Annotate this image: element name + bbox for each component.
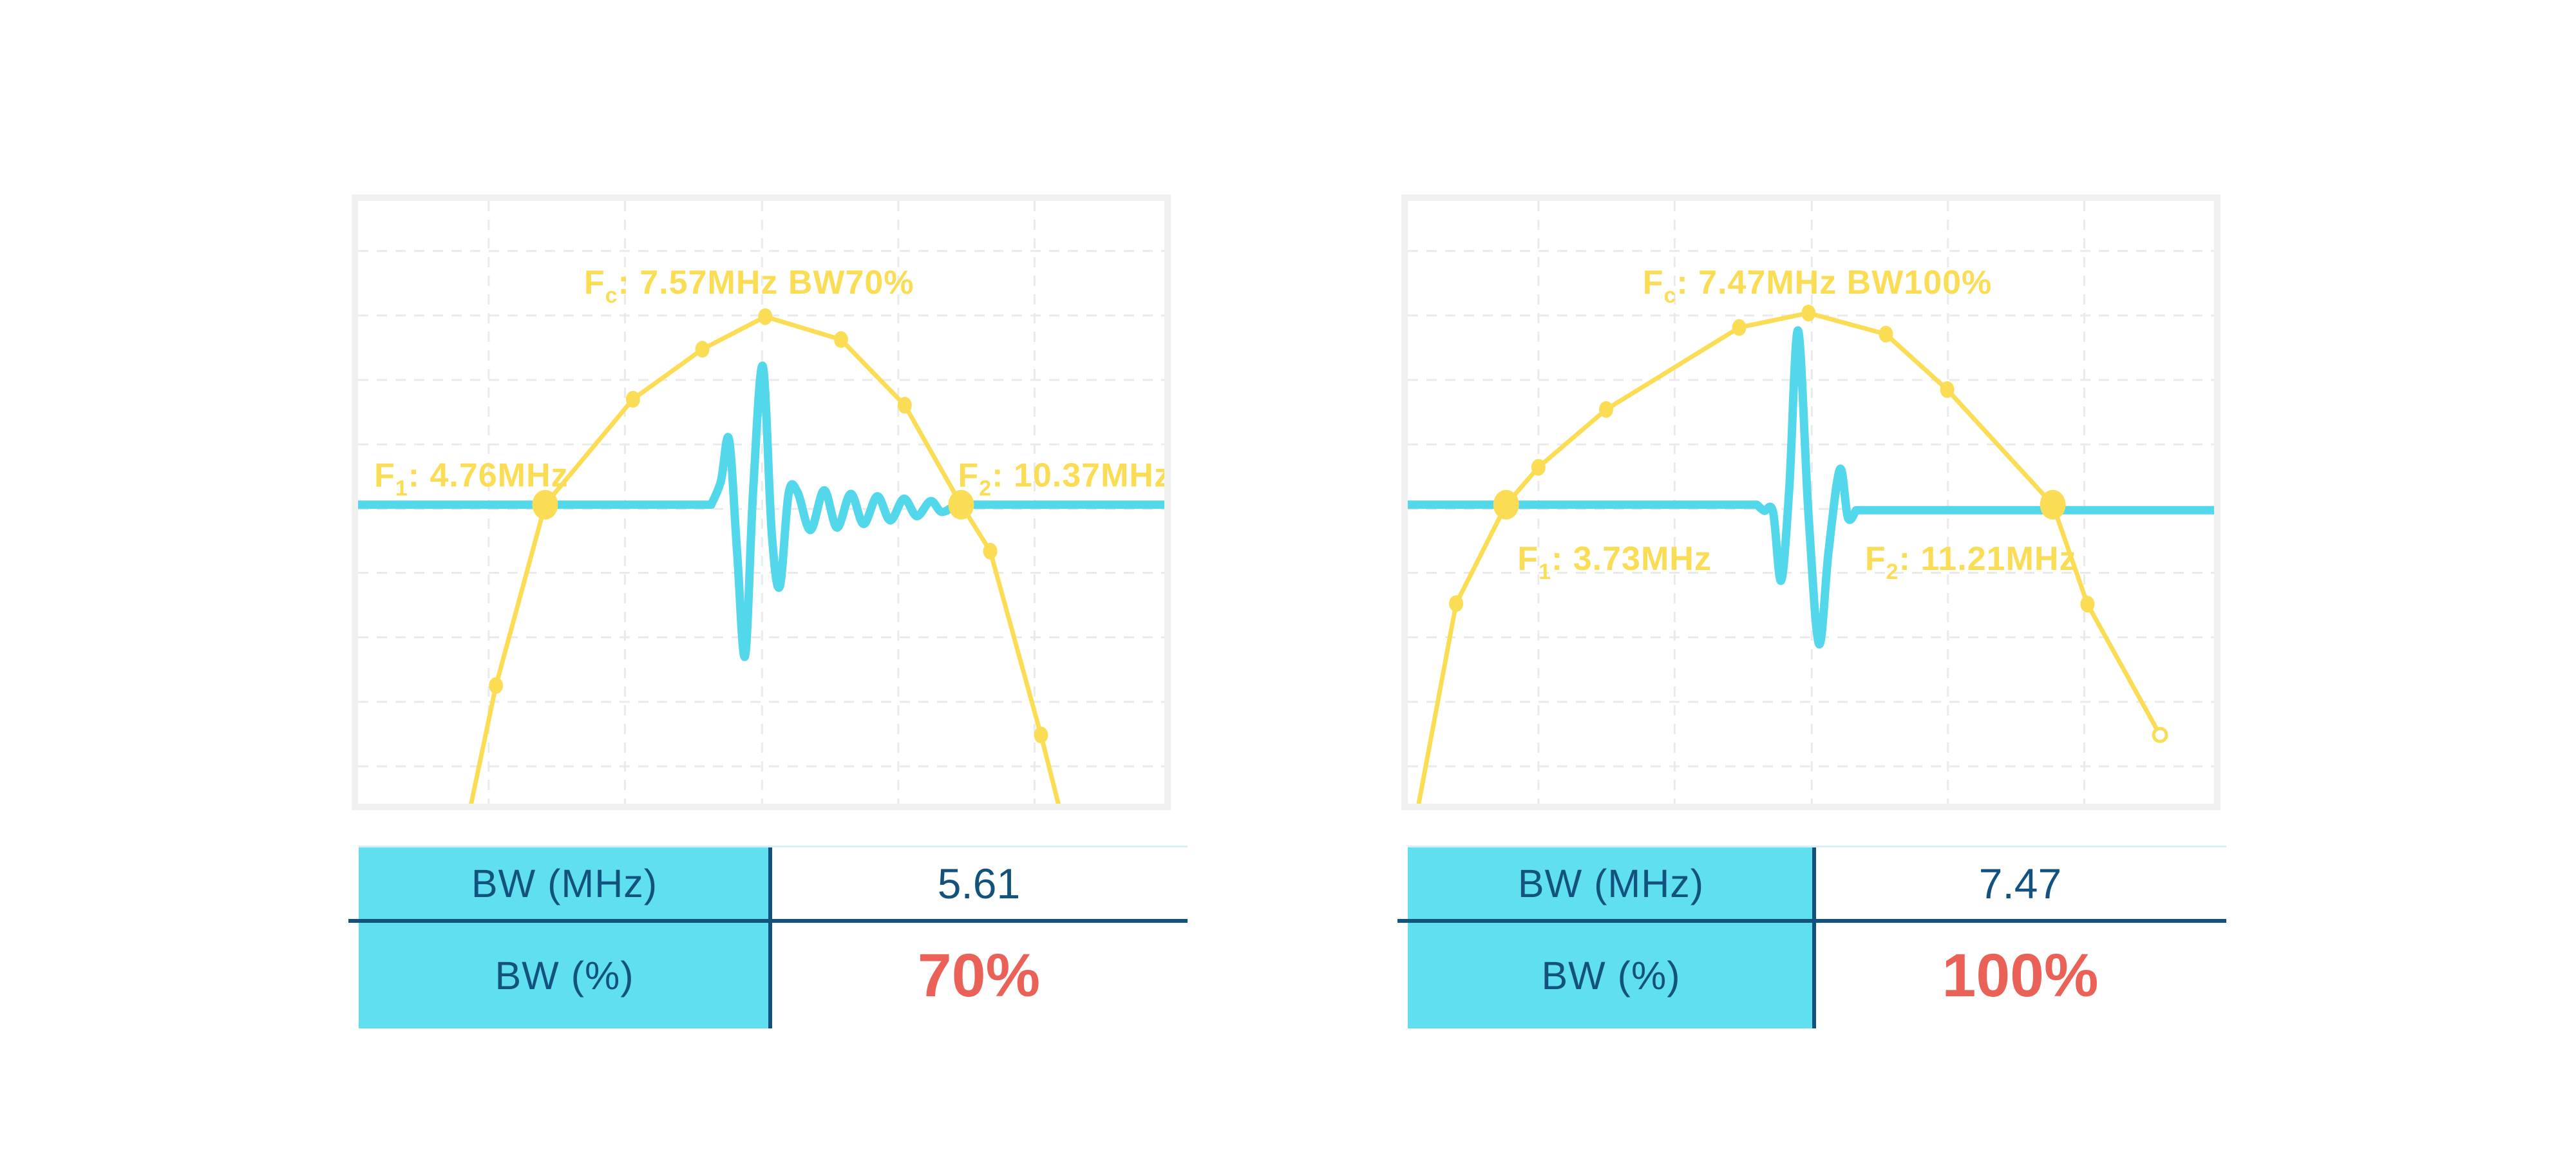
pulse-waveform (1408, 326, 2214, 648)
table-top-border (359, 846, 1188, 847)
bw-percent-label: BW (%) (495, 954, 634, 998)
table-divider-line (1397, 919, 2226, 923)
spectrum-point-marker (1531, 459, 1546, 476)
bw-mhz-label: BW (MHz) (1517, 861, 1705, 905)
right-chart-frame: Fc: 7.47MHz BW100% F1: 3.73MHz F2: 11.21MH… (1401, 194, 2221, 810)
spectrum-curve (1416, 310, 2163, 804)
bw-mhz-label-cell: BW (MHz) (1408, 847, 1814, 919)
table-row: BW (MHz) 7.47 (1408, 847, 2226, 919)
cutoff-frequency-marker (948, 489, 974, 520)
spectrum-point-marker (1449, 595, 1464, 612)
spectrum-point-marker (1732, 319, 1747, 336)
curve-end-ring-marker (2152, 726, 2168, 743)
bw-mhz-value-cell: 7.47 (1814, 847, 2226, 919)
bw-percent-label-cell: BW (%) (1408, 923, 1814, 1028)
bw-mhz-value: 7.47 (1978, 859, 2062, 907)
bw-percent-value-cell: 70% (770, 923, 1188, 1028)
bw-percent-label-cell: BW (%) (359, 923, 770, 1028)
table-column-divider (768, 847, 772, 1028)
spectrum-point-marker (897, 397, 912, 414)
f1-annotation: F1: 3.73MHz (1517, 540, 1712, 584)
spectrum-point-marker (1879, 325, 1893, 343)
left-bw-table: BW (MHz) 5.61 BW (%) 70% (348, 846, 1188, 1028)
table-row: BW (%) 70% (359, 923, 1188, 1028)
cutoff-frequency-marker (1493, 489, 1519, 520)
bw-mhz-label-cell: BW (MHz) (359, 847, 770, 919)
spectrum-point-marker (1034, 726, 1048, 744)
cutoff-frequency-marker (532, 489, 558, 520)
bw-mhz-value: 5.61 (937, 859, 1021, 907)
spectrum-point-marker (625, 390, 640, 408)
spectrum-point-marker (489, 677, 504, 694)
spectrum-point-marker (1940, 381, 1955, 398)
right-bw-table: BW (MHz) 7.47 BW (%) 100% (1397, 846, 2226, 1028)
table-divider-line (348, 919, 1188, 923)
cutoff-frequency-marker (2040, 489, 2066, 520)
spectrum-point-marker (1598, 401, 1613, 418)
spectrum-point-marker (695, 341, 710, 358)
spectrum-point-marker (833, 331, 848, 348)
spectrum-curve (469, 314, 1061, 804)
bw-percent-value: 100% (1942, 941, 2099, 1010)
spectrum-point-marker (983, 542, 998, 560)
fc-annotation: Fc: 7.47MHz BW100% (1643, 264, 1993, 308)
spectrum-point-marker (2080, 596, 2095, 613)
table-row: BW (%) 100% (1408, 923, 2226, 1028)
bw-percent-value: 70% (917, 941, 1041, 1010)
f2-annotation: F2: 10.37MHz (958, 457, 1165, 501)
bw-mhz-label: BW (MHz) (471, 861, 658, 905)
left-bandwidth-chart: Fc: 7.57MHz BW70% F1: 4.76MHz F2: 10.37MHz (358, 201, 1164, 804)
fc-annotation: Fc: 7.57MHz BW70% (584, 264, 914, 308)
f2-annotation: F2: 11.21MHz (1865, 540, 2077, 584)
f1-annotation: F1: 4.76MHz (374, 457, 569, 501)
spectrum-point-marker (758, 308, 773, 325)
bw-percent-value-cell: 100% (1814, 923, 2226, 1028)
table-top-border (1408, 846, 2226, 847)
table-row: BW (MHz) 5.61 (359, 847, 1188, 919)
table-column-divider (1812, 847, 1816, 1028)
right-bandwidth-chart: Fc: 7.47MHz BW100% F1: 3.73MHz F2: 11.21MH… (1408, 201, 2214, 804)
left-chart-frame: Fc: 7.57MHz BW70% F1: 4.76MHz F2: 10.37MHz (352, 194, 1171, 810)
pulse-waveform (358, 361, 1164, 661)
bw-percent-label: BW (%) (1541, 954, 1681, 998)
spectrum-point-marker (1801, 305, 1816, 322)
bw-mhz-value-cell: 5.61 (770, 847, 1188, 919)
